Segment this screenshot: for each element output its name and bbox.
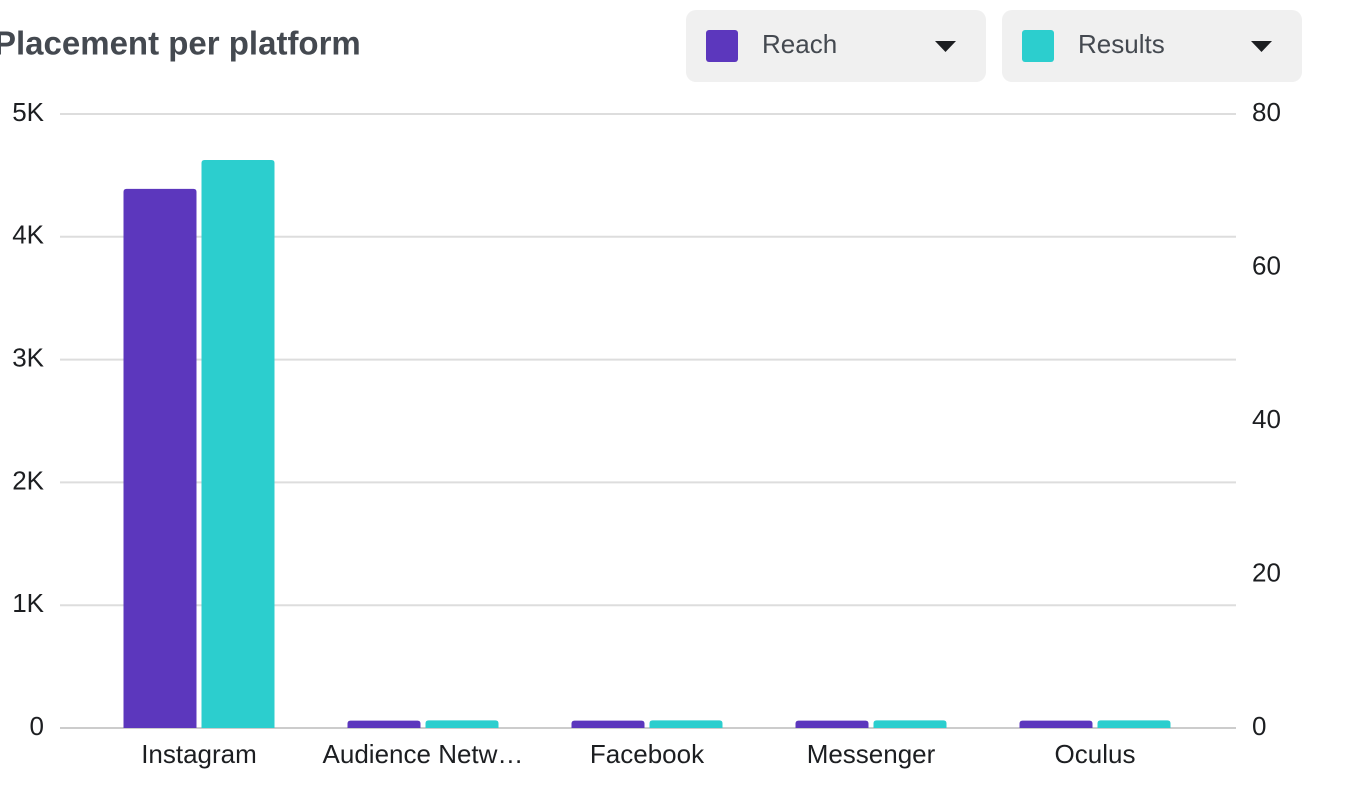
y-tick-label: 1K bbox=[12, 588, 44, 618]
chart-title: Placement per platform bbox=[0, 25, 361, 62]
dropdown-arrow bbox=[935, 41, 956, 52]
y-tick-label: 3K bbox=[12, 342, 44, 372]
bar bbox=[425, 720, 499, 728]
y2-tick-label: 60 bbox=[1252, 250, 1281, 280]
legend-label: Results bbox=[1078, 29, 1165, 59]
bar bbox=[201, 160, 275, 729]
x-tick-label: Audience Netw… bbox=[323, 739, 524, 769]
y-tick-label: 5K bbox=[12, 97, 44, 127]
y-tick-label: 0 bbox=[30, 711, 44, 741]
legend-swatch bbox=[706, 30, 738, 62]
bar bbox=[571, 720, 645, 728]
y-tick-label: 4K bbox=[12, 220, 44, 250]
bar bbox=[347, 720, 421, 728]
dropdown-arrow bbox=[1251, 41, 1272, 52]
bar bbox=[795, 720, 869, 728]
y2-tick-label: 80 bbox=[1252, 97, 1281, 127]
y2-tick-label: 40 bbox=[1252, 404, 1281, 434]
dropdown-box[interactable] bbox=[686, 10, 986, 82]
reach-dropdown[interactable]: Reach bbox=[686, 10, 986, 82]
x-tick-label: Oculus bbox=[1055, 739, 1136, 769]
bar bbox=[1019, 720, 1093, 728]
bar bbox=[123, 188, 197, 728]
x-tick-label: Instagram bbox=[141, 739, 257, 769]
results-dropdown[interactable]: Results bbox=[1002, 10, 1302, 82]
bar bbox=[873, 720, 947, 728]
x-tick-label: Facebook bbox=[590, 739, 705, 769]
legend-swatch bbox=[1022, 30, 1054, 62]
bar bbox=[1097, 720, 1171, 728]
dropdown-box[interactable] bbox=[1002, 10, 1302, 82]
bar bbox=[649, 720, 723, 728]
y2-tick-label: 0 bbox=[1252, 711, 1266, 741]
y-tick-label: 2K bbox=[12, 465, 44, 495]
x-tick-label: Messenger bbox=[807, 739, 936, 769]
y2-tick-label: 20 bbox=[1252, 557, 1281, 587]
legend-label: Reach bbox=[762, 29, 837, 59]
